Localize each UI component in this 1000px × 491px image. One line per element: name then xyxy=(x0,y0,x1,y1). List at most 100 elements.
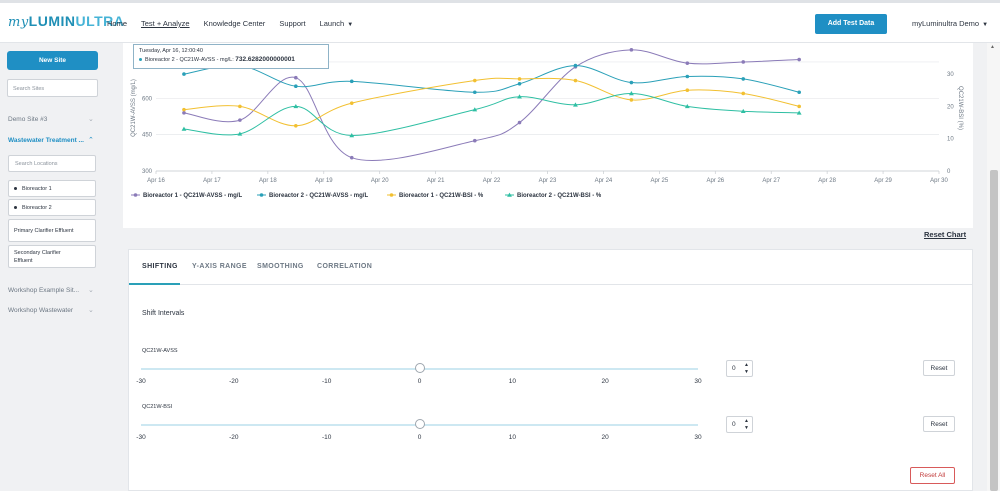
chart-tooltip: Tuesday, Apr 16, 12:00:40 Bioreactor 2 -… xyxy=(133,44,329,69)
tooltip-series: Bioreactor 2 - QC21W-AVSS - mg/L: xyxy=(145,57,234,63)
data-point xyxy=(349,101,354,105)
data-point xyxy=(573,63,578,68)
chevron-down-icon[interactable]: ⌄ xyxy=(88,307,94,314)
location-bioreactor-1[interactable]: Bioreactor 1 xyxy=(8,180,96,197)
x-tick-label: Apr 25 xyxy=(651,178,669,184)
bsi-slider-handle[interactable] xyxy=(414,419,425,429)
scrollbar-thumb[interactable] xyxy=(990,170,998,491)
tab-y-axis-range[interactable]: Y-AXIS RANGE xyxy=(192,263,247,270)
shift-intervals-title: Shift Intervals xyxy=(142,310,185,317)
x-tick-label: Apr 21 xyxy=(427,178,445,184)
data-point xyxy=(517,81,522,86)
series-line-3 xyxy=(183,92,800,136)
location-primary-clarifier[interactable]: Primary Clarifier Effluent xyxy=(8,219,96,242)
x-tick-label: Apr 22 xyxy=(483,178,501,184)
slider-tick-label: -10 xyxy=(321,378,332,385)
bullet-icon xyxy=(14,187,17,190)
x-tick-label: Apr 29 xyxy=(874,178,892,184)
data-point xyxy=(182,107,186,112)
bullet-icon xyxy=(14,206,17,209)
bsi-reset-button[interactable]: Reset xyxy=(923,416,955,432)
data-point xyxy=(294,123,298,128)
bsi-shift-stepper[interactable]: 0 ▲ ▼ xyxy=(726,416,753,433)
bsi-label: QC21W-BSI xyxy=(142,404,173,410)
scroll-up-icon[interactable]: ▲ xyxy=(990,44,995,50)
chevron-down-icon[interactable]: ⌄ xyxy=(88,116,94,123)
y-tick-label: 600 xyxy=(142,96,153,102)
legend-item-1: Bioreactor 2 - QC21W-AVSS - mg/L xyxy=(269,193,368,199)
avss-shift-value: 0 xyxy=(732,365,736,372)
search-locations-input[interactable]: Search Locations xyxy=(8,155,96,172)
reset-chart-link[interactable]: Reset Chart xyxy=(924,230,967,239)
x-tick-label: Apr 24 xyxy=(595,178,613,184)
data-point xyxy=(628,91,634,96)
data-point xyxy=(740,108,746,114)
nav-home[interactable]: Home xyxy=(107,19,128,28)
data-point xyxy=(685,88,690,93)
slider-tick-label: 30 xyxy=(694,434,702,441)
chevron-up-icon[interactable]: ⌃ xyxy=(88,137,94,144)
nav-knowledge-center[interactable]: Knowledge Center xyxy=(203,19,266,28)
x-tick-label: Apr 26 xyxy=(706,178,724,184)
slider-tick-label: -30 xyxy=(136,434,146,441)
series-line-2 xyxy=(183,77,800,127)
caret-down-icon: ▼ xyxy=(347,22,354,28)
data-point xyxy=(472,90,477,95)
data-point xyxy=(181,126,187,131)
location-label: Secondary Clarifier Effluent xyxy=(14,249,61,264)
data-point xyxy=(182,72,186,76)
tab-smoothing[interactable]: SMOOTHING xyxy=(257,263,304,270)
tab-correlation[interactable]: CORRELATION xyxy=(317,263,373,270)
avss-slider-handle[interactable] xyxy=(414,363,425,373)
site-workshop-wastewater[interactable]: Workshop Wastewater xyxy=(8,307,74,314)
stepper-arrows-icon[interactable]: ▲ ▼ xyxy=(744,362,749,375)
slider-tick-label: -30 xyxy=(136,378,146,385)
y2-tick-label: 30 xyxy=(947,72,954,78)
stepper-arrows-icon[interactable]: ▲ ▼ xyxy=(744,418,749,431)
avss-reset-button[interactable]: Reset xyxy=(923,360,955,376)
location-secondary-clarifier[interactable]: Secondary Clarifier Effluent xyxy=(8,245,96,268)
y-tick-label: 300 xyxy=(142,169,153,175)
nav-support[interactable]: Support xyxy=(279,19,306,28)
options-tabs: SHIFTING Y-AXIS RANGE SMOOTHING CORRELAT… xyxy=(129,250,972,285)
nav-test-analyze[interactable]: Test + Analyze xyxy=(141,19,190,28)
series-line-1 xyxy=(183,64,800,93)
tab-shifting[interactable]: SHIFTING xyxy=(142,263,178,270)
avss-label: QC21W-AVSS xyxy=(142,348,178,354)
data-point xyxy=(741,77,746,81)
data-point xyxy=(629,48,634,52)
data-point xyxy=(684,103,690,109)
y-tick-label: 450 xyxy=(142,133,153,139)
site-wastewater-treatment[interactable]: Wastewater Treatment ... xyxy=(8,137,84,144)
legend-marker xyxy=(259,193,264,197)
x-tick-label: Apr 27 xyxy=(762,178,780,184)
data-point xyxy=(472,78,477,83)
location-label: Primary Clarifier Effluent xyxy=(14,227,74,234)
data-point xyxy=(517,94,522,99)
bsi-shift-value: 0 xyxy=(732,421,736,428)
tooltip-value: 732.6282000000001 xyxy=(235,56,295,63)
reset-all-button[interactable]: Reset All xyxy=(910,467,955,484)
chevron-down-icon[interactable]: ⌄ xyxy=(88,287,94,294)
sidebar: New Site Search Sites Demo Site #3 ⌄ Was… xyxy=(0,43,103,491)
site-workshop-example[interactable]: Workshop Example Sit... xyxy=(8,287,80,294)
user-menu[interactable]: myLuminultra Demo ▼ xyxy=(912,19,988,28)
site-demo-site-3[interactable]: Demo Site #3 xyxy=(8,116,48,123)
logo-lumin: LUMIN xyxy=(28,13,76,29)
new-site-button[interactable]: New Site xyxy=(7,51,98,70)
data-point xyxy=(294,75,298,80)
search-sites-input[interactable]: Search Sites xyxy=(7,79,98,97)
nav-launch[interactable]: Launch ▼ xyxy=(320,19,354,28)
nav-launch-label: Launch xyxy=(319,19,345,28)
data-point xyxy=(796,110,802,115)
add-test-data-button[interactable]: Add Test Data xyxy=(815,14,887,34)
x-tick-label: Apr 19 xyxy=(315,178,333,184)
slider-tick-label: 10 xyxy=(508,378,516,385)
main-nav: Home Test + Analyze Knowledge Center Sup… xyxy=(107,19,353,28)
location-bioreactor-2[interactable]: Bioreactor 2 xyxy=(8,199,96,216)
avss-shift-stepper[interactable]: 0 ▲ ▼ xyxy=(726,360,753,377)
myluminultra-logo[interactable]: myLUMINULTRA xyxy=(8,13,124,30)
data-point xyxy=(685,74,690,79)
